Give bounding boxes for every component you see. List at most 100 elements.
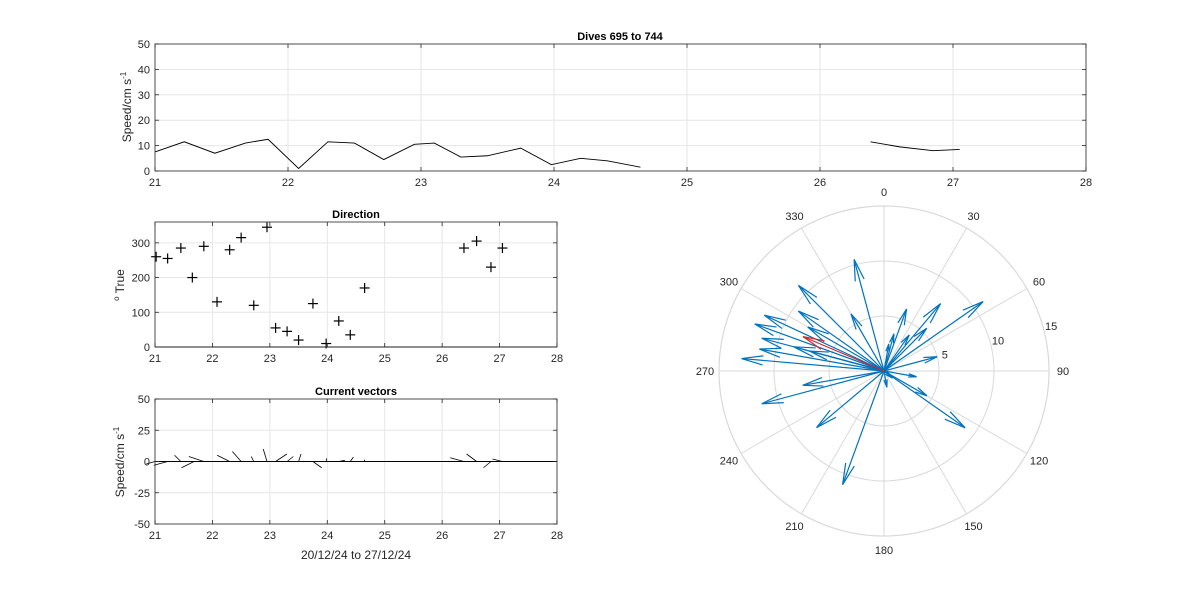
vectors-ylabel: Speed/cm s-1 bbox=[112, 426, 127, 497]
compass-arrow-shaft bbox=[807, 326, 885, 372]
y-tick-label: 40 bbox=[138, 64, 150, 76]
compass-arrow bbox=[761, 370, 885, 405]
x-tick-label: 25 bbox=[379, 530, 391, 542]
current-vector bbox=[450, 457, 465, 462]
compass-spoke bbox=[740, 370, 885, 454]
compass-arrow-head bbox=[761, 337, 784, 349]
y-tick-label: 100 bbox=[132, 307, 150, 319]
compass-arrow-head bbox=[842, 462, 855, 486]
compass-arrow-head bbox=[754, 323, 777, 337]
x-tick-label: 23 bbox=[264, 530, 276, 542]
compass-arrow-shaft bbox=[764, 314, 885, 372]
compass-angle-label: 270 bbox=[696, 366, 714, 378]
compass-arrow-head bbox=[897, 308, 908, 326]
current-vector bbox=[483, 461, 492, 469]
x-tick-label: 25 bbox=[379, 353, 391, 365]
x-tick-label: 26 bbox=[436, 353, 448, 365]
compass-arrow-shaft bbox=[759, 348, 885, 372]
direction-point bbox=[151, 251, 162, 262]
compass-arrow bbox=[793, 346, 885, 372]
compass-arrow-shaft bbox=[883, 370, 917, 378]
y-tick-label: -25 bbox=[134, 488, 150, 500]
current-vector bbox=[349, 456, 354, 462]
compass-arrow bbox=[883, 327, 928, 372]
direction-point bbox=[261, 222, 272, 233]
compass-arrow-shaft bbox=[741, 357, 885, 372]
x-tick-label: 22 bbox=[282, 177, 294, 189]
compass-arrow-head bbox=[883, 379, 888, 388]
compass-arrow-shaft bbox=[883, 356, 938, 372]
current-vector bbox=[275, 453, 288, 462]
current-vector bbox=[466, 453, 477, 462]
direction-point bbox=[270, 322, 281, 333]
compass-arrow-head bbox=[913, 327, 928, 342]
current-vector bbox=[174, 454, 182, 462]
compass-arrow bbox=[883, 303, 942, 372]
compass-arrow-head bbox=[885, 343, 890, 352]
compass-angle-label: 30 bbox=[967, 211, 979, 223]
direction-point bbox=[224, 244, 235, 255]
current-vectors-panel: Current vectors 21 22 23 24 25 26 27 28 -50 -25 0 2… bbox=[112, 386, 563, 562]
direction-point bbox=[282, 326, 293, 337]
compass-arrow-head bbox=[853, 259, 865, 282]
compass-arrow-head bbox=[761, 393, 784, 405]
current-vector bbox=[216, 454, 230, 462]
compass-arrow-head bbox=[793, 346, 816, 358]
current-vector bbox=[146, 461, 156, 465]
direction-ylabel: oTrue bbox=[112, 269, 127, 301]
compass-arrow bbox=[807, 326, 885, 372]
direction-point bbox=[458, 243, 469, 254]
direction-axes-frame bbox=[154, 221, 558, 348]
compass-arrow-shaft bbox=[842, 370, 885, 485]
y-tick-label: 20 bbox=[138, 115, 150, 127]
compass-arrow-head bbox=[850, 313, 863, 330]
speed-series-line-2 bbox=[870, 141, 960, 152]
compass-arrow-head bbox=[807, 326, 829, 343]
speed-ylabel: Speed/cm s-1 bbox=[119, 71, 134, 142]
compass-arrow bbox=[883, 308, 908, 372]
compass-arrow-shaft bbox=[883, 327, 928, 372]
compass-arrow-shaft bbox=[883, 333, 895, 372]
direction-point bbox=[497, 243, 508, 254]
compass-arrow-shaft bbox=[883, 301, 984, 372]
current-vector bbox=[232, 451, 242, 462]
compass-arrow-shaft bbox=[883, 334, 910, 372]
direction-point bbox=[236, 232, 247, 243]
current-vector bbox=[325, 458, 328, 462]
compass-angle-label: 0 bbox=[881, 187, 887, 199]
compass-arrow-head bbox=[802, 377, 824, 387]
compass-arrow bbox=[797, 284, 885, 372]
direction-point bbox=[345, 329, 356, 340]
compass-angle-label: 180 bbox=[875, 545, 893, 557]
x-tick-label: 24 bbox=[321, 353, 333, 365]
direction-point bbox=[187, 272, 198, 283]
speed-panel-title: Dives 695 to 744 bbox=[577, 31, 663, 43]
compass-arrow bbox=[883, 370, 888, 388]
compass-angle-label: 330 bbox=[785, 211, 803, 223]
compass-radial-label: 10 bbox=[992, 335, 1004, 347]
compass-mean-arrow bbox=[802, 336, 885, 372]
speed-series-line-1 bbox=[154, 138, 641, 170]
y-tick-label: 50 bbox=[138, 394, 150, 406]
compass-spoke bbox=[801, 370, 885, 515]
compass-mean-arrow-head bbox=[802, 336, 825, 350]
direction-panel: Direction 21 22 23 24 25 26 27 28 0 100 200 300 oTr… bbox=[112, 209, 563, 365]
x-tick-label: 27 bbox=[493, 353, 505, 365]
compass-arrow-shaft bbox=[883, 308, 908, 372]
compass-arrow-head bbox=[962, 301, 984, 319]
compass-angle-label: 90 bbox=[1057, 366, 1069, 378]
compass-arrow-shaft bbox=[798, 285, 885, 372]
compass-angle-label: 210 bbox=[785, 521, 803, 533]
x-tick-label: 21 bbox=[149, 530, 161, 542]
vectors-panel-title: Current vectors bbox=[315, 386, 397, 398]
y-tick-label: 10 bbox=[138, 141, 150, 153]
y-tick-label: 0 bbox=[144, 342, 150, 354]
compass-arrow bbox=[797, 310, 885, 372]
current-vector bbox=[492, 458, 503, 462]
current-vector bbox=[286, 456, 294, 462]
compass-arrow-shaft bbox=[798, 310, 885, 372]
compass-arrow bbox=[883, 370, 966, 429]
compass-arrow bbox=[850, 313, 885, 372]
x-tick-label: 27 bbox=[493, 530, 505, 542]
compass-arrow-shaft bbox=[883, 370, 966, 429]
